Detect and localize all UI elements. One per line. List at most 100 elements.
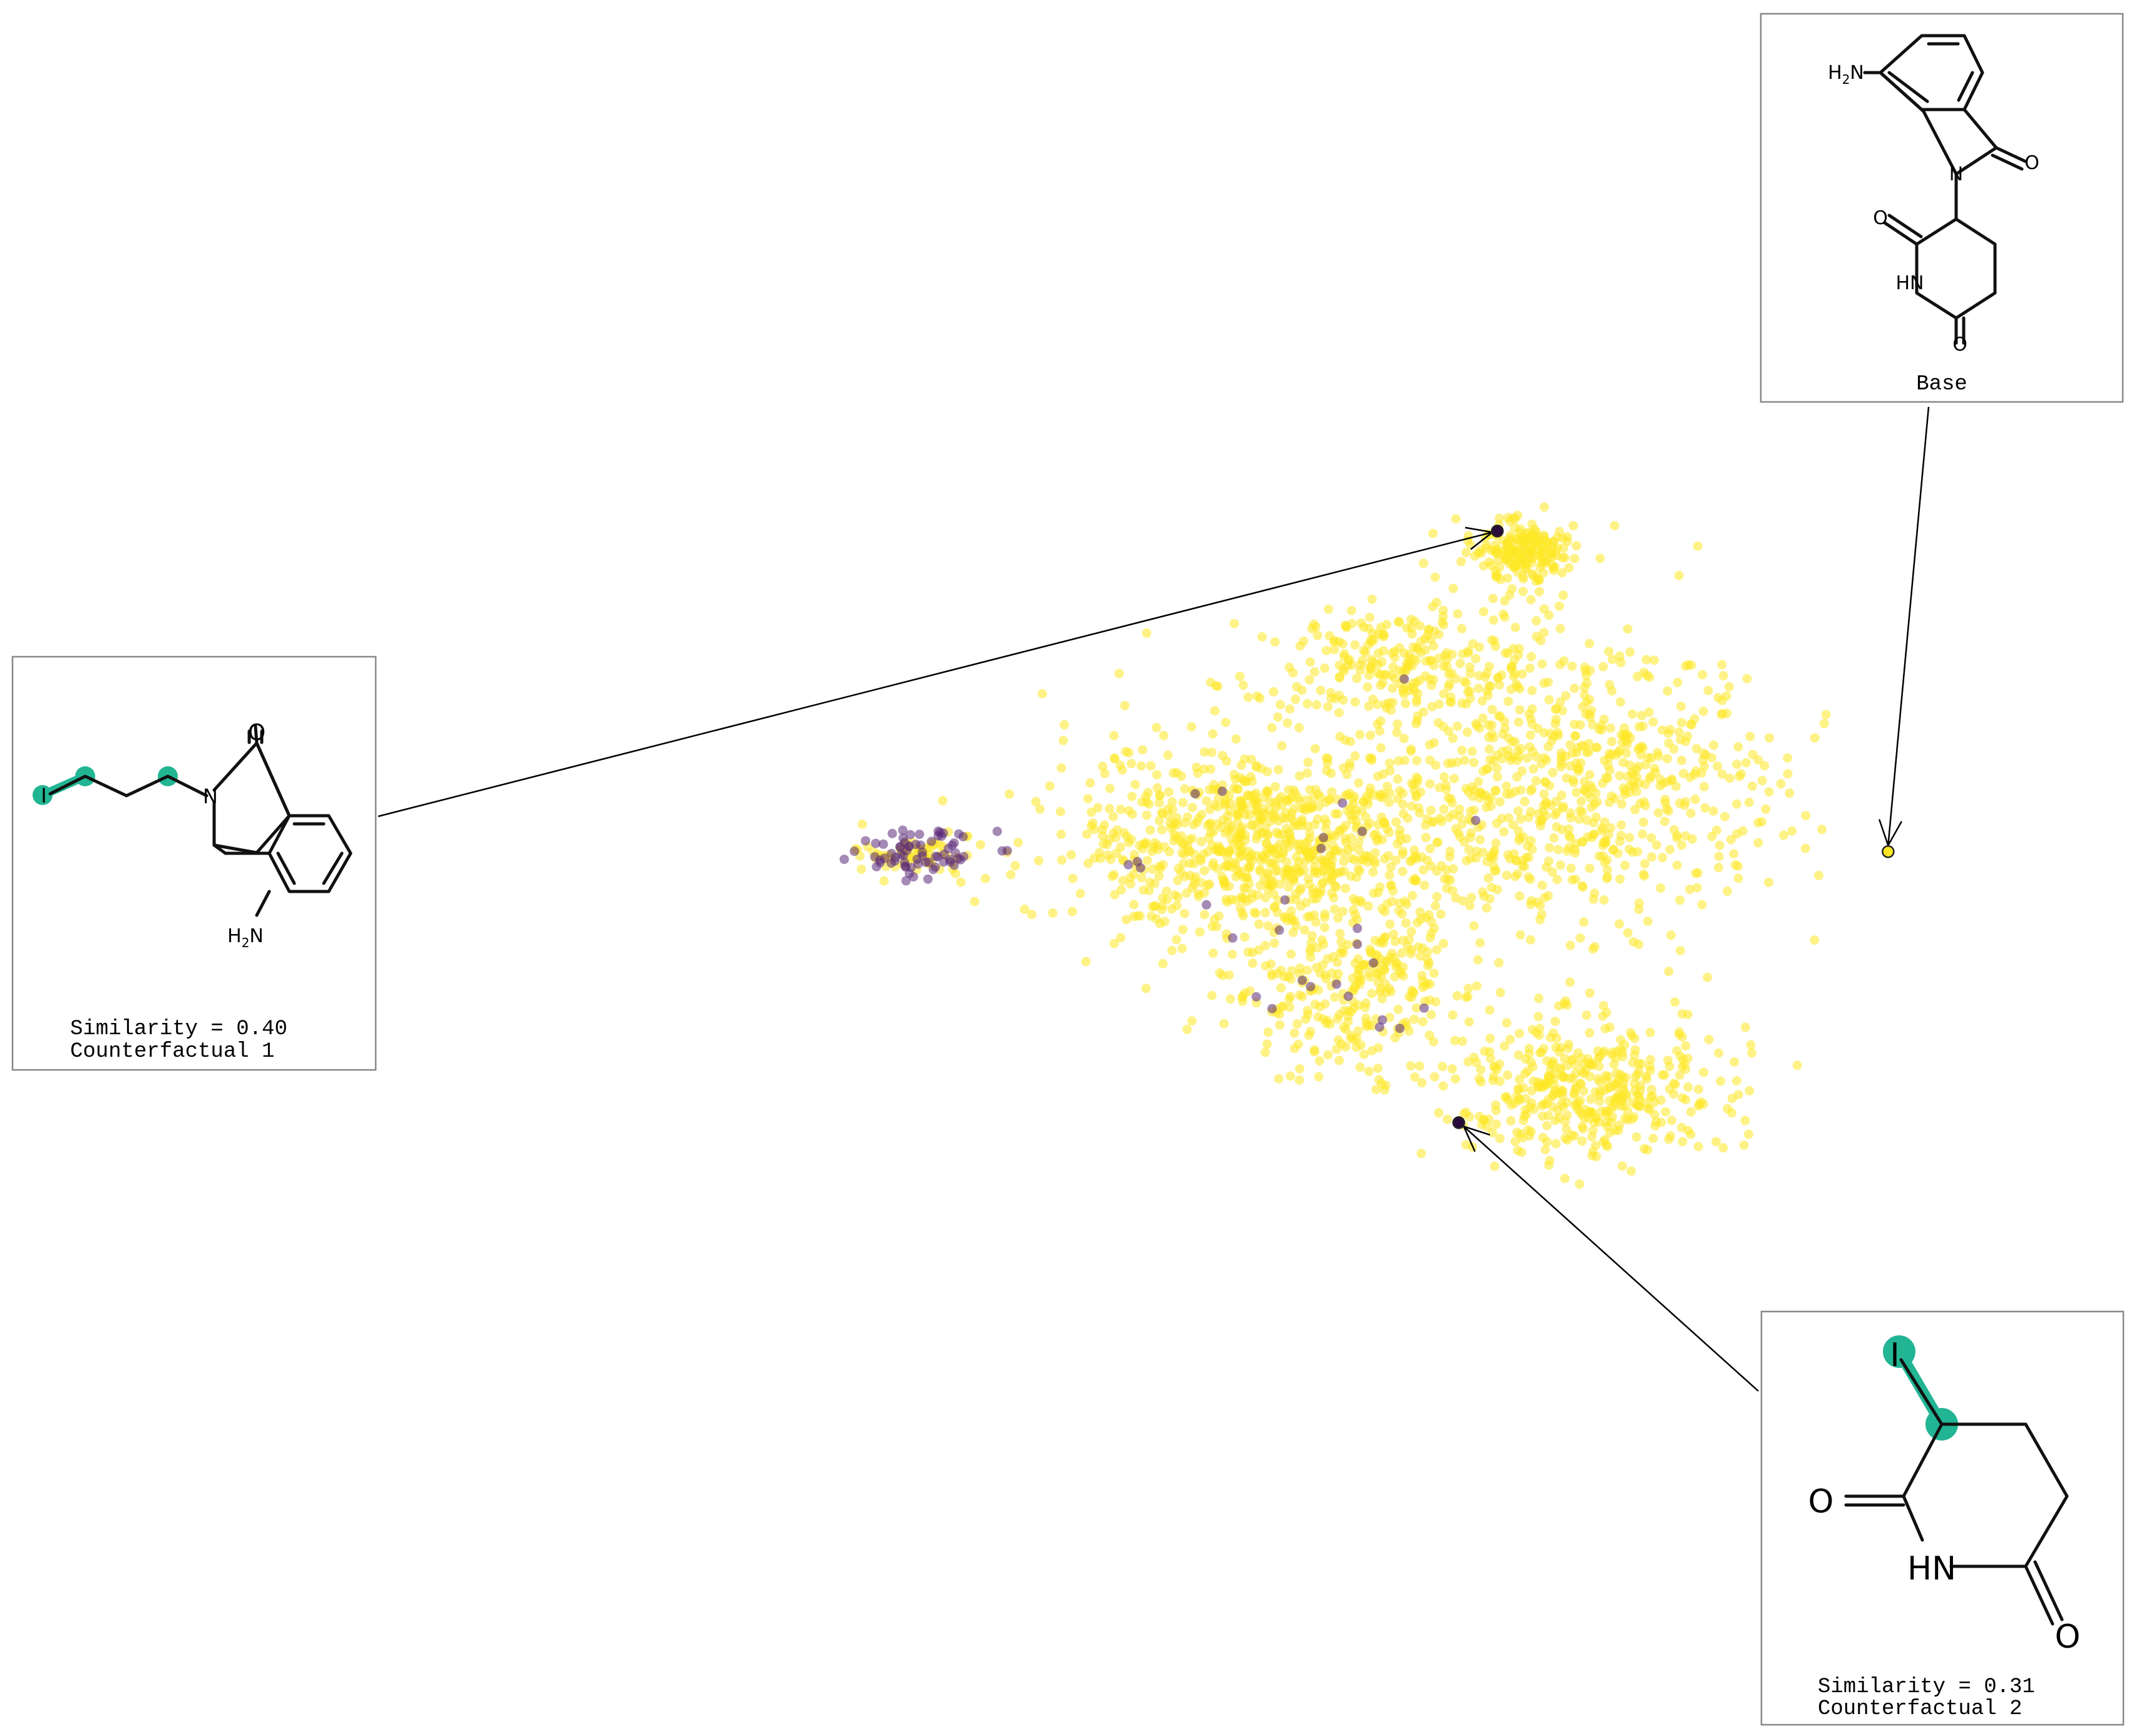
- highlight-points: [1452, 524, 1895, 1129]
- scatter-point-majority: [1579, 690, 1589, 700]
- scatter-point-majority: [1513, 746, 1523, 756]
- scatter-point-majority: [1742, 674, 1752, 684]
- scatter-point-minority: [1274, 925, 1284, 935]
- scatter-point-majority: [1555, 1064, 1565, 1074]
- scatter-point-majority: [1448, 583, 1458, 593]
- scatter-point-majority: [1591, 1152, 1601, 1161]
- scatter-point-majority: [1315, 1002, 1325, 1012]
- base-panel: H2N N O O HN O Base: [1760, 13, 2124, 403]
- scatter-point-majority: [1217, 751, 1227, 761]
- scatter-point-majority: [1451, 674, 1461, 684]
- scatter-point-minority: [929, 865, 938, 875]
- scatter-point-majority: [1267, 722, 1277, 732]
- arrow-cf2-line: [1463, 1126, 1759, 1392]
- scatter-point-majority: [1310, 819, 1320, 829]
- scatter-point-majority: [1398, 962, 1408, 972]
- scatter-point-majority: [1534, 550, 1544, 560]
- scatter-point-majority: [1111, 833, 1121, 843]
- scatter-point-majority: [1219, 878, 1229, 888]
- scatter-point-majority: [1545, 1066, 1555, 1075]
- scatter-point-majority: [1182, 1024, 1192, 1034]
- scatter-point-majority: [1465, 901, 1475, 911]
- scatter-point-majority: [1690, 794, 1700, 804]
- scatter-point-majority: [1329, 637, 1339, 647]
- scatter-point-majority: [1485, 1034, 1495, 1044]
- scatter-point-majority: [1623, 928, 1633, 938]
- scatter-point-majority: [1660, 794, 1670, 804]
- scatter-point-majority: [1314, 1072, 1324, 1082]
- scatter-point-majority: [1182, 888, 1192, 898]
- scatter-point-majority: [1684, 660, 1693, 670]
- cf1-title: Counterfactual 1: [70, 1040, 274, 1064]
- scatter-point-majority: [1677, 756, 1686, 766]
- scatter-point-majority: [1282, 718, 1292, 728]
- scatter-point-majority: [1451, 514, 1461, 524]
- scatter-point-majority: [1385, 919, 1395, 929]
- scatter-point-majority: [1557, 790, 1567, 800]
- scatter-point-majority: [1127, 791, 1137, 801]
- scatter-point-majority: [1199, 866, 1209, 876]
- scatter-point-majority: [1252, 834, 1261, 844]
- scatter-point-majority: [981, 873, 991, 883]
- scatter-point-majority: [1492, 772, 1502, 782]
- scatter-point-majority: [1248, 798, 1258, 808]
- scatter-point-majority: [1319, 663, 1329, 673]
- scatter-point-majority: [1513, 717, 1523, 727]
- scatter-point-majority: [1678, 1137, 1688, 1147]
- scatter-point-majority: [1152, 722, 1162, 732]
- scatter-point-majority: [1443, 758, 1453, 768]
- scatter-point-majority: [1276, 983, 1286, 993]
- scatter-point-majority: [1256, 813, 1266, 823]
- scatter-point-majority: [1242, 873, 1252, 883]
- scatter-point-majority: [1129, 900, 1139, 910]
- scatter-point-majority: [1384, 870, 1394, 880]
- scatter-point-majority: [1303, 1010, 1313, 1020]
- scatter-point-majority: [1641, 655, 1651, 665]
- scatter-point-majority: [1724, 773, 1735, 783]
- scatter-point-majority: [1137, 761, 1146, 771]
- scatter-point-majority: [1248, 819, 1258, 829]
- scatter-point-majority: [1276, 853, 1286, 863]
- scatter-point-majority: [1364, 853, 1374, 863]
- scatter-point-majority: [1350, 640, 1360, 650]
- scatter-point-majority: [1341, 838, 1351, 848]
- scatter-point-majority: [1355, 1062, 1365, 1072]
- scatter-point-majority: [1503, 573, 1513, 583]
- scatter-point-majority: [1598, 662, 1608, 672]
- scatter-point-majority: [1158, 958, 1168, 968]
- scatter-point-majority: [1393, 794, 1403, 804]
- atom-imide: HN: [1896, 272, 1924, 294]
- scatter-point-majority: [1242, 790, 1252, 800]
- scatter-point-majority: [1699, 748, 1709, 758]
- scatter-point-majority: [1124, 838, 1134, 848]
- scatter-point-majority: [1683, 1054, 1693, 1064]
- scatter-point-majority: [1539, 628, 1549, 637]
- scatter-point-majority: [1703, 686, 1713, 696]
- cf2-similarity: Similarity = 0.31: [1818, 1675, 2035, 1699]
- scatter-point-majority: [1083, 794, 1093, 804]
- scatter-point-majority: [938, 796, 947, 806]
- scatter-point-majority: [1549, 565, 1559, 575]
- scatter-point-majority: [1351, 896, 1361, 907]
- scatter-point-majority: [1129, 912, 1139, 922]
- scatter-point-majority: [1699, 1099, 1709, 1109]
- scatter-point-majority: [1323, 702, 1333, 712]
- scatter-point-majority: [1109, 731, 1119, 741]
- scatter-point-majority: [1068, 907, 1077, 917]
- scatter-point-majority: [1378, 632, 1388, 642]
- scatter-point-majority: [1295, 990, 1305, 1000]
- scatter-point-majority: [1376, 743, 1386, 753]
- scatter-point-majority: [1302, 965, 1312, 975]
- scatter-point-majority: [1699, 1067, 1709, 1077]
- scatter-point-majority: [1731, 1076, 1741, 1086]
- scatter-point-majority: [1661, 1107, 1671, 1117]
- atom-amine: H2N: [227, 925, 264, 950]
- scatter-point-majority: [1570, 731, 1580, 741]
- scatter-point-majority: [1567, 661, 1577, 671]
- scatter-point-minority: [939, 857, 949, 867]
- scatter-point-majority: [1152, 914, 1162, 923]
- scatter-point-majority: [1202, 796, 1212, 806]
- scatter-point-majority: [1056, 763, 1066, 773]
- scatter-point-majority: [1657, 853, 1668, 863]
- scatter-point-majority: [1665, 845, 1675, 855]
